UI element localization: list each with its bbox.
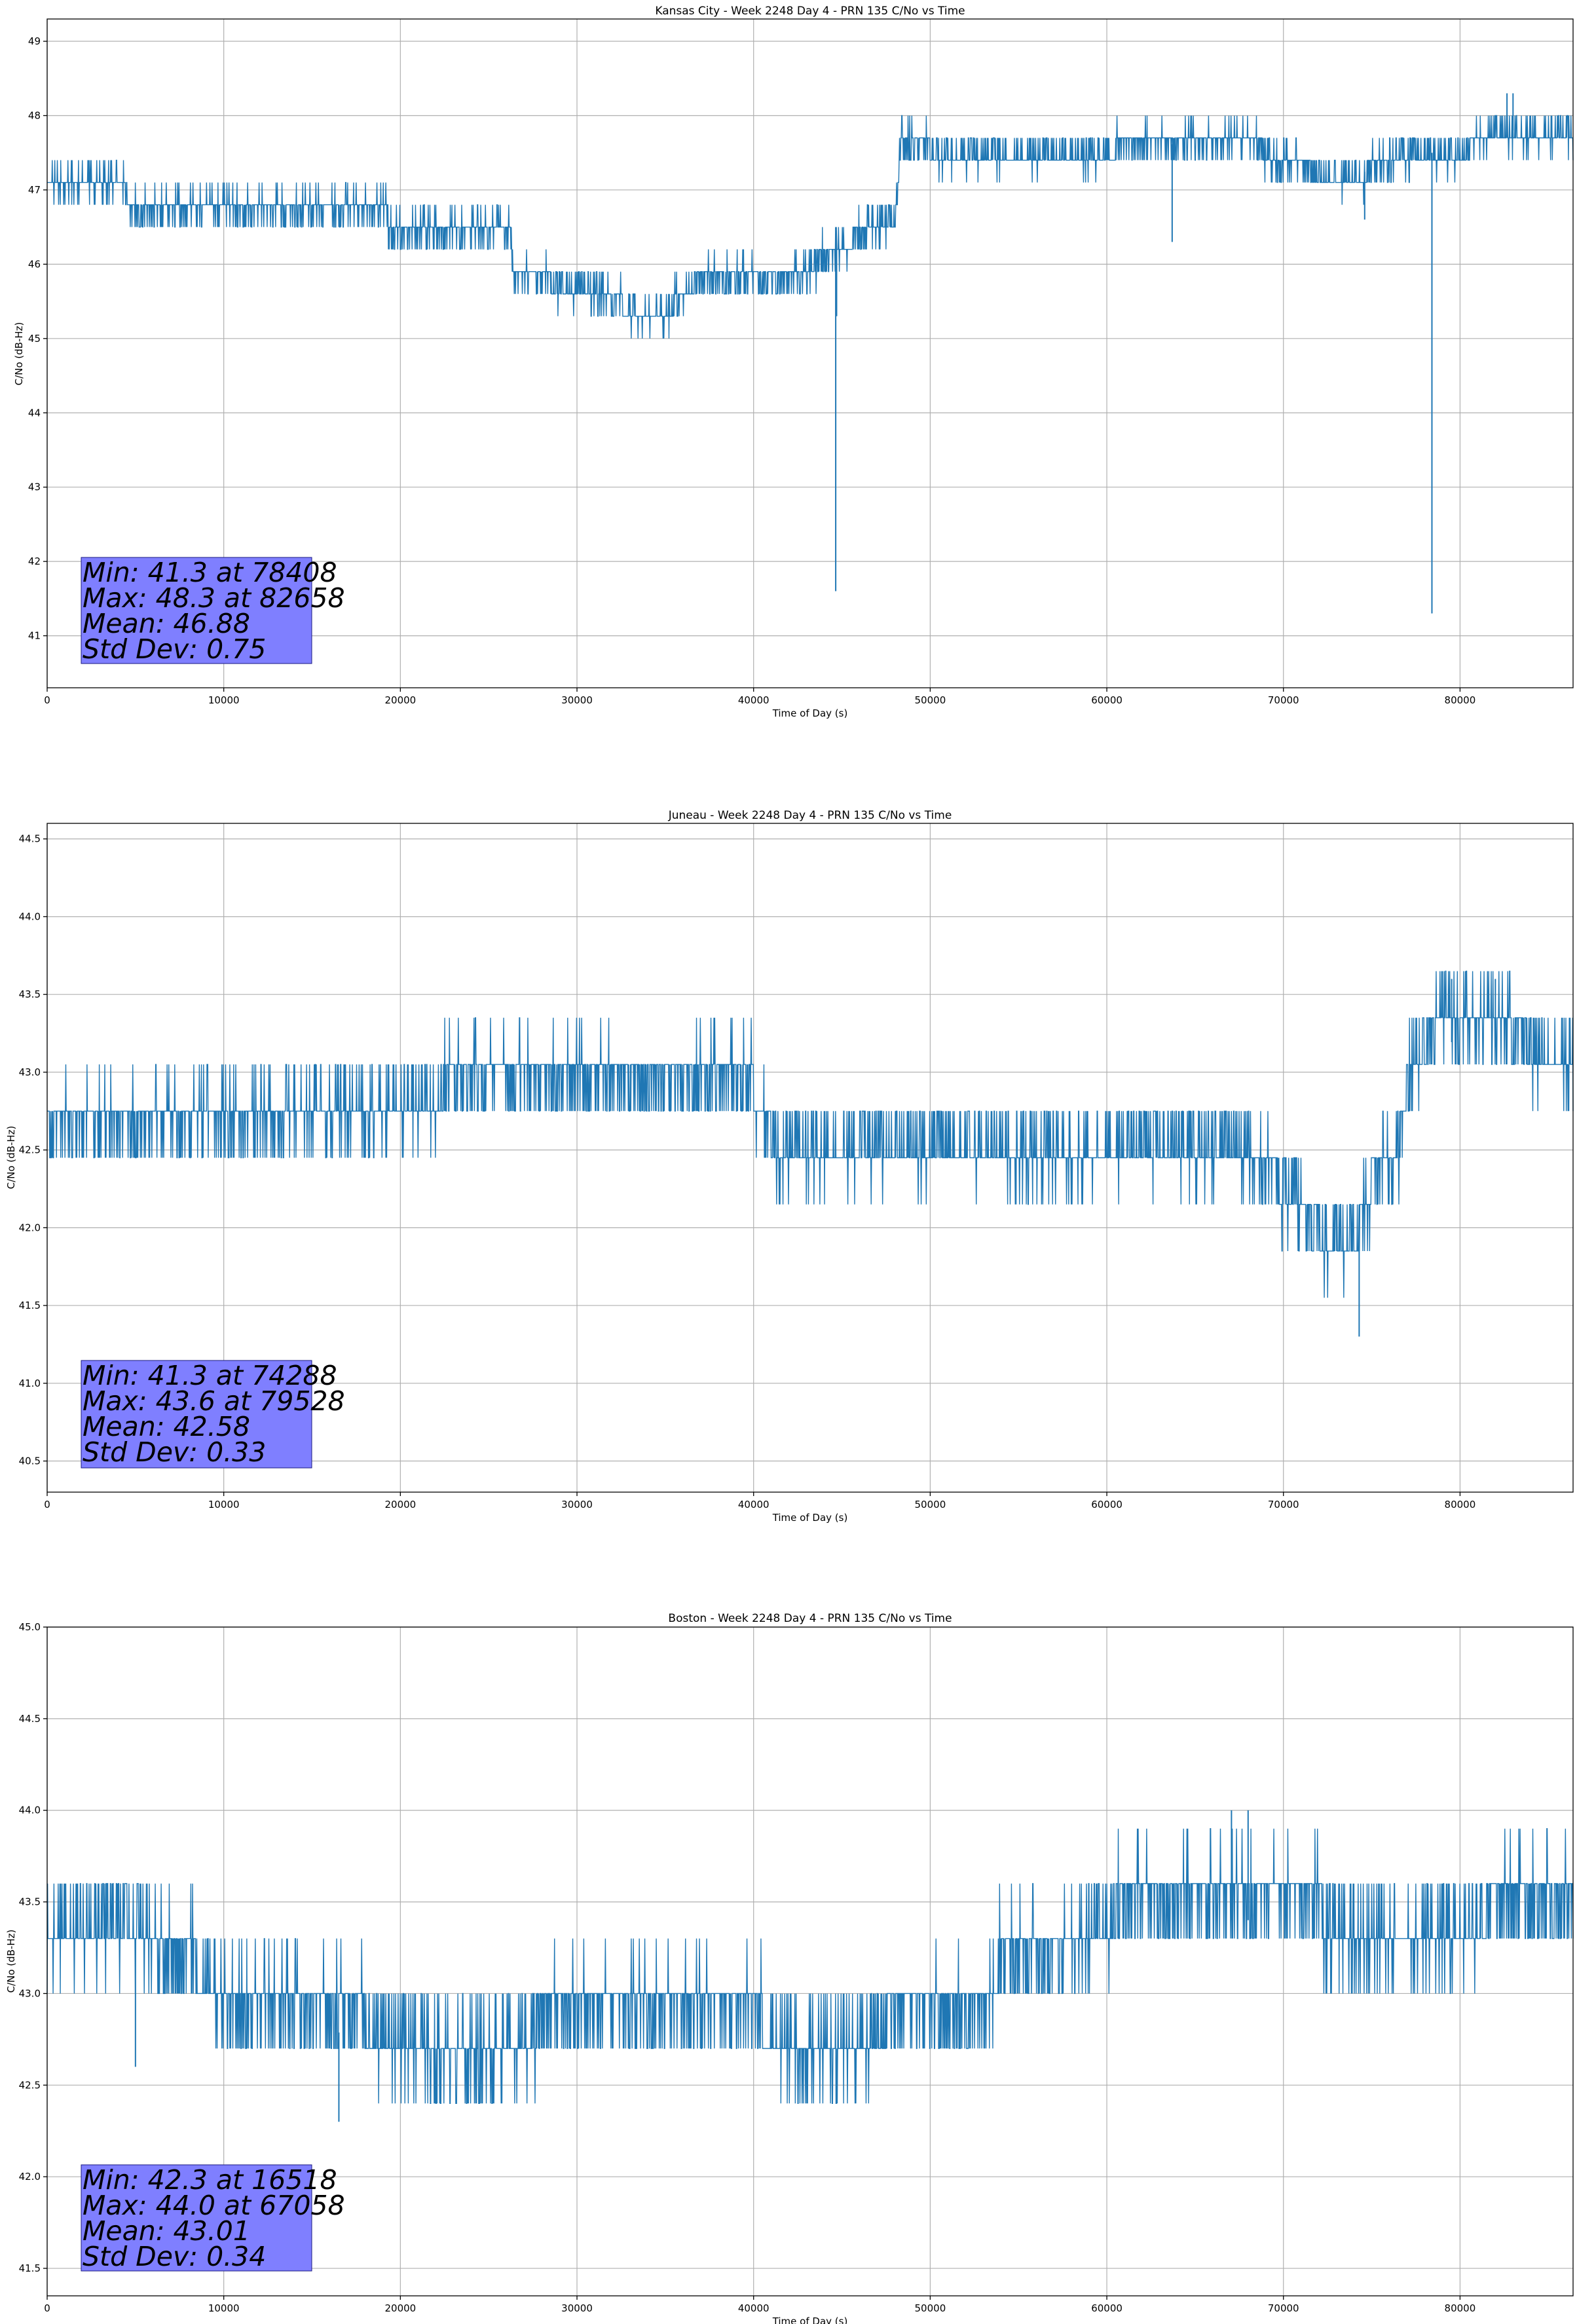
stats-max: Max: 43.6 at 79528 <box>83 1385 345 1417</box>
chart-title: Boston - Week 2248 Day 4 - PRN 135 C/No … <box>668 1612 952 1625</box>
y-tick-label: 44.0 <box>19 910 41 922</box>
x-axis-label: Time of Day (s) <box>772 2315 848 2324</box>
y-tick-label: 45.0 <box>19 1621 41 1633</box>
y-tick-label: 48 <box>28 109 41 121</box>
stats-std: Std Dev: 0.34 <box>83 2241 266 2272</box>
y-tick-label: 47 <box>28 184 41 196</box>
stats-min: Min: 41.3 at 78408 <box>83 557 337 588</box>
y-tick-label: 44.5 <box>19 1713 41 1725</box>
x-tick-label: 30000 <box>561 1499 593 1510</box>
x-tick-label: 40000 <box>738 1499 770 1510</box>
x-tick-label: 60000 <box>1091 2302 1122 2314</box>
x-tick-label: 60000 <box>1091 1499 1122 1510</box>
y-axis-label: C/No (dB-Hz) <box>5 1930 17 1993</box>
y-tick-label: 43.0 <box>19 1987 41 1999</box>
stats-mean: Mean: 42.58 <box>83 1411 250 1442</box>
y-tick-label: 44.5 <box>19 833 41 845</box>
series-line <box>46 1810 1574 2122</box>
y-tick-label: 44.0 <box>19 1805 41 1816</box>
series-path <box>47 970 1574 1298</box>
x-tick-label: 70000 <box>1268 2302 1299 2314</box>
y-tick-label: 42.0 <box>19 2171 41 2183</box>
y-tick-label: 42 <box>28 555 41 567</box>
stats-min: Min: 41.3 at 74288 <box>83 1360 337 1391</box>
y-axis-label: C/No (dB-Hz) <box>5 1126 17 1190</box>
y-tick-label: 45 <box>28 333 41 345</box>
y-tick-label: 41 <box>28 630 41 642</box>
chart-title: Kansas City - Week 2248 Day 4 - PRN 135 … <box>655 5 965 18</box>
y-tick-label: 46 <box>28 258 41 270</box>
x-tick-label: 40000 <box>738 2302 770 2314</box>
stats-max: Max: 48.3 at 82658 <box>83 582 345 614</box>
stats-box: Min: 41.3 at 74288 Max: 43.6 at 79528 Me… <box>81 1360 345 1469</box>
axis-ticks: 0 10000 20000 30000 40000 50000 60000 70000 8000… <box>28 35 1475 706</box>
y-tick-label: 41.5 <box>19 1300 41 1311</box>
stats-box-background <box>81 1360 312 1469</box>
panel-kansas-city: 0 10000 20000 30000 40000 50000 60000 70000 8000… <box>13 5 1574 719</box>
x-tick-label: 50000 <box>915 1499 946 1510</box>
series-path <box>47 115 1574 339</box>
y-tick-label: 49 <box>28 35 41 47</box>
y-tick-label: 43.0 <box>19 1066 41 1078</box>
x-tick-label: 80000 <box>1445 694 1476 706</box>
x-tick-label: 30000 <box>561 2302 593 2314</box>
y-tick-label: 43 <box>28 481 41 493</box>
series-line <box>47 93 1574 614</box>
x-tick-label: 20000 <box>384 1499 416 1510</box>
y-tick-label: 43.5 <box>19 988 41 1000</box>
x-tick-label: 20000 <box>384 694 416 706</box>
chart-title: Juneau - Week 2248 Day 4 - PRN 135 C/No … <box>668 809 952 822</box>
stats-mean: Mean: 43.01 <box>83 2215 250 2247</box>
x-tick-label: 40000 <box>738 694 770 706</box>
series-line <box>47 970 1574 1337</box>
x-tick-label: 10000 <box>208 694 240 706</box>
y-tick-label: 44 <box>28 407 41 419</box>
stats-box-background <box>81 2164 312 2272</box>
axis-ticks: 0 10000 20000 30000 40000 50000 60000 70000 8000… <box>19 1621 1476 2314</box>
y-tick-label: 40.5 <box>19 1455 41 1467</box>
x-tick-label: 10000 <box>208 2302 240 2314</box>
x-tick-label: 0 <box>44 694 50 706</box>
y-tick-label: 41.5 <box>19 2262 41 2274</box>
stats-box: Min: 41.3 at 78408 Max: 48.3 at 82658 Me… <box>81 557 345 665</box>
x-tick-label: 70000 <box>1268 694 1299 706</box>
x-tick-label: 30000 <box>561 694 593 706</box>
series-path <box>46 1828 1574 2104</box>
plot-frame <box>46 18 1574 688</box>
axis-ticks: 0 10000 20000 30000 40000 50000 60000 70000 8000… <box>19 833 1476 1510</box>
panel-juneau: 0 10000 20000 30000 40000 50000 60000 70000 8000… <box>5 809 1574 1524</box>
y-tick-label: 42.5 <box>19 2079 41 2091</box>
x-tick-label: 80000 <box>1445 1499 1476 1510</box>
x-tick-label: 20000 <box>384 2302 416 2314</box>
x-tick-label: 10000 <box>208 1499 240 1510</box>
plot-frame <box>46 1626 1574 2296</box>
y-tick-label: 41.0 <box>19 1378 41 1389</box>
x-tick-label: 0 <box>44 2302 50 2314</box>
stats-min: Min: 42.3 at 16518 <box>83 2164 337 2196</box>
x-tick-label: 0 <box>44 1499 50 1510</box>
stats-max: Max: 44.0 at 67058 <box>83 2190 345 2221</box>
x-axis-label: Time of Day (s) <box>772 1512 848 1524</box>
panel-boston: 0 10000 20000 30000 40000 50000 60000 70000 8000… <box>5 1612 1574 2324</box>
x-tick-label: 50000 <box>915 2302 946 2314</box>
stats-std: Std Dev: 0.75 <box>83 633 266 665</box>
x-tick-label: 60000 <box>1091 694 1122 706</box>
plot-frame <box>46 823 1574 1493</box>
y-tick-label: 42.5 <box>19 1144 41 1156</box>
y-axis-label: C/No (dB-Hz) <box>13 322 25 386</box>
stats-box: Min: 42.3 at 16518 Max: 44.0 at 67058 Me… <box>81 2164 345 2272</box>
stats-std: Std Dev: 0.33 <box>83 1436 266 1468</box>
stats-box-background <box>81 557 312 664</box>
x-tick-label: 80000 <box>1445 2302 1476 2314</box>
x-tick-label: 70000 <box>1268 1499 1299 1510</box>
y-tick-label: 42.0 <box>19 1222 41 1233</box>
x-tick-label: 50000 <box>915 694 946 706</box>
stats-mean: Mean: 46.88 <box>83 608 250 639</box>
y-tick-label: 43.5 <box>19 1896 41 1908</box>
x-axis-label: Time of Day (s) <box>772 707 848 719</box>
